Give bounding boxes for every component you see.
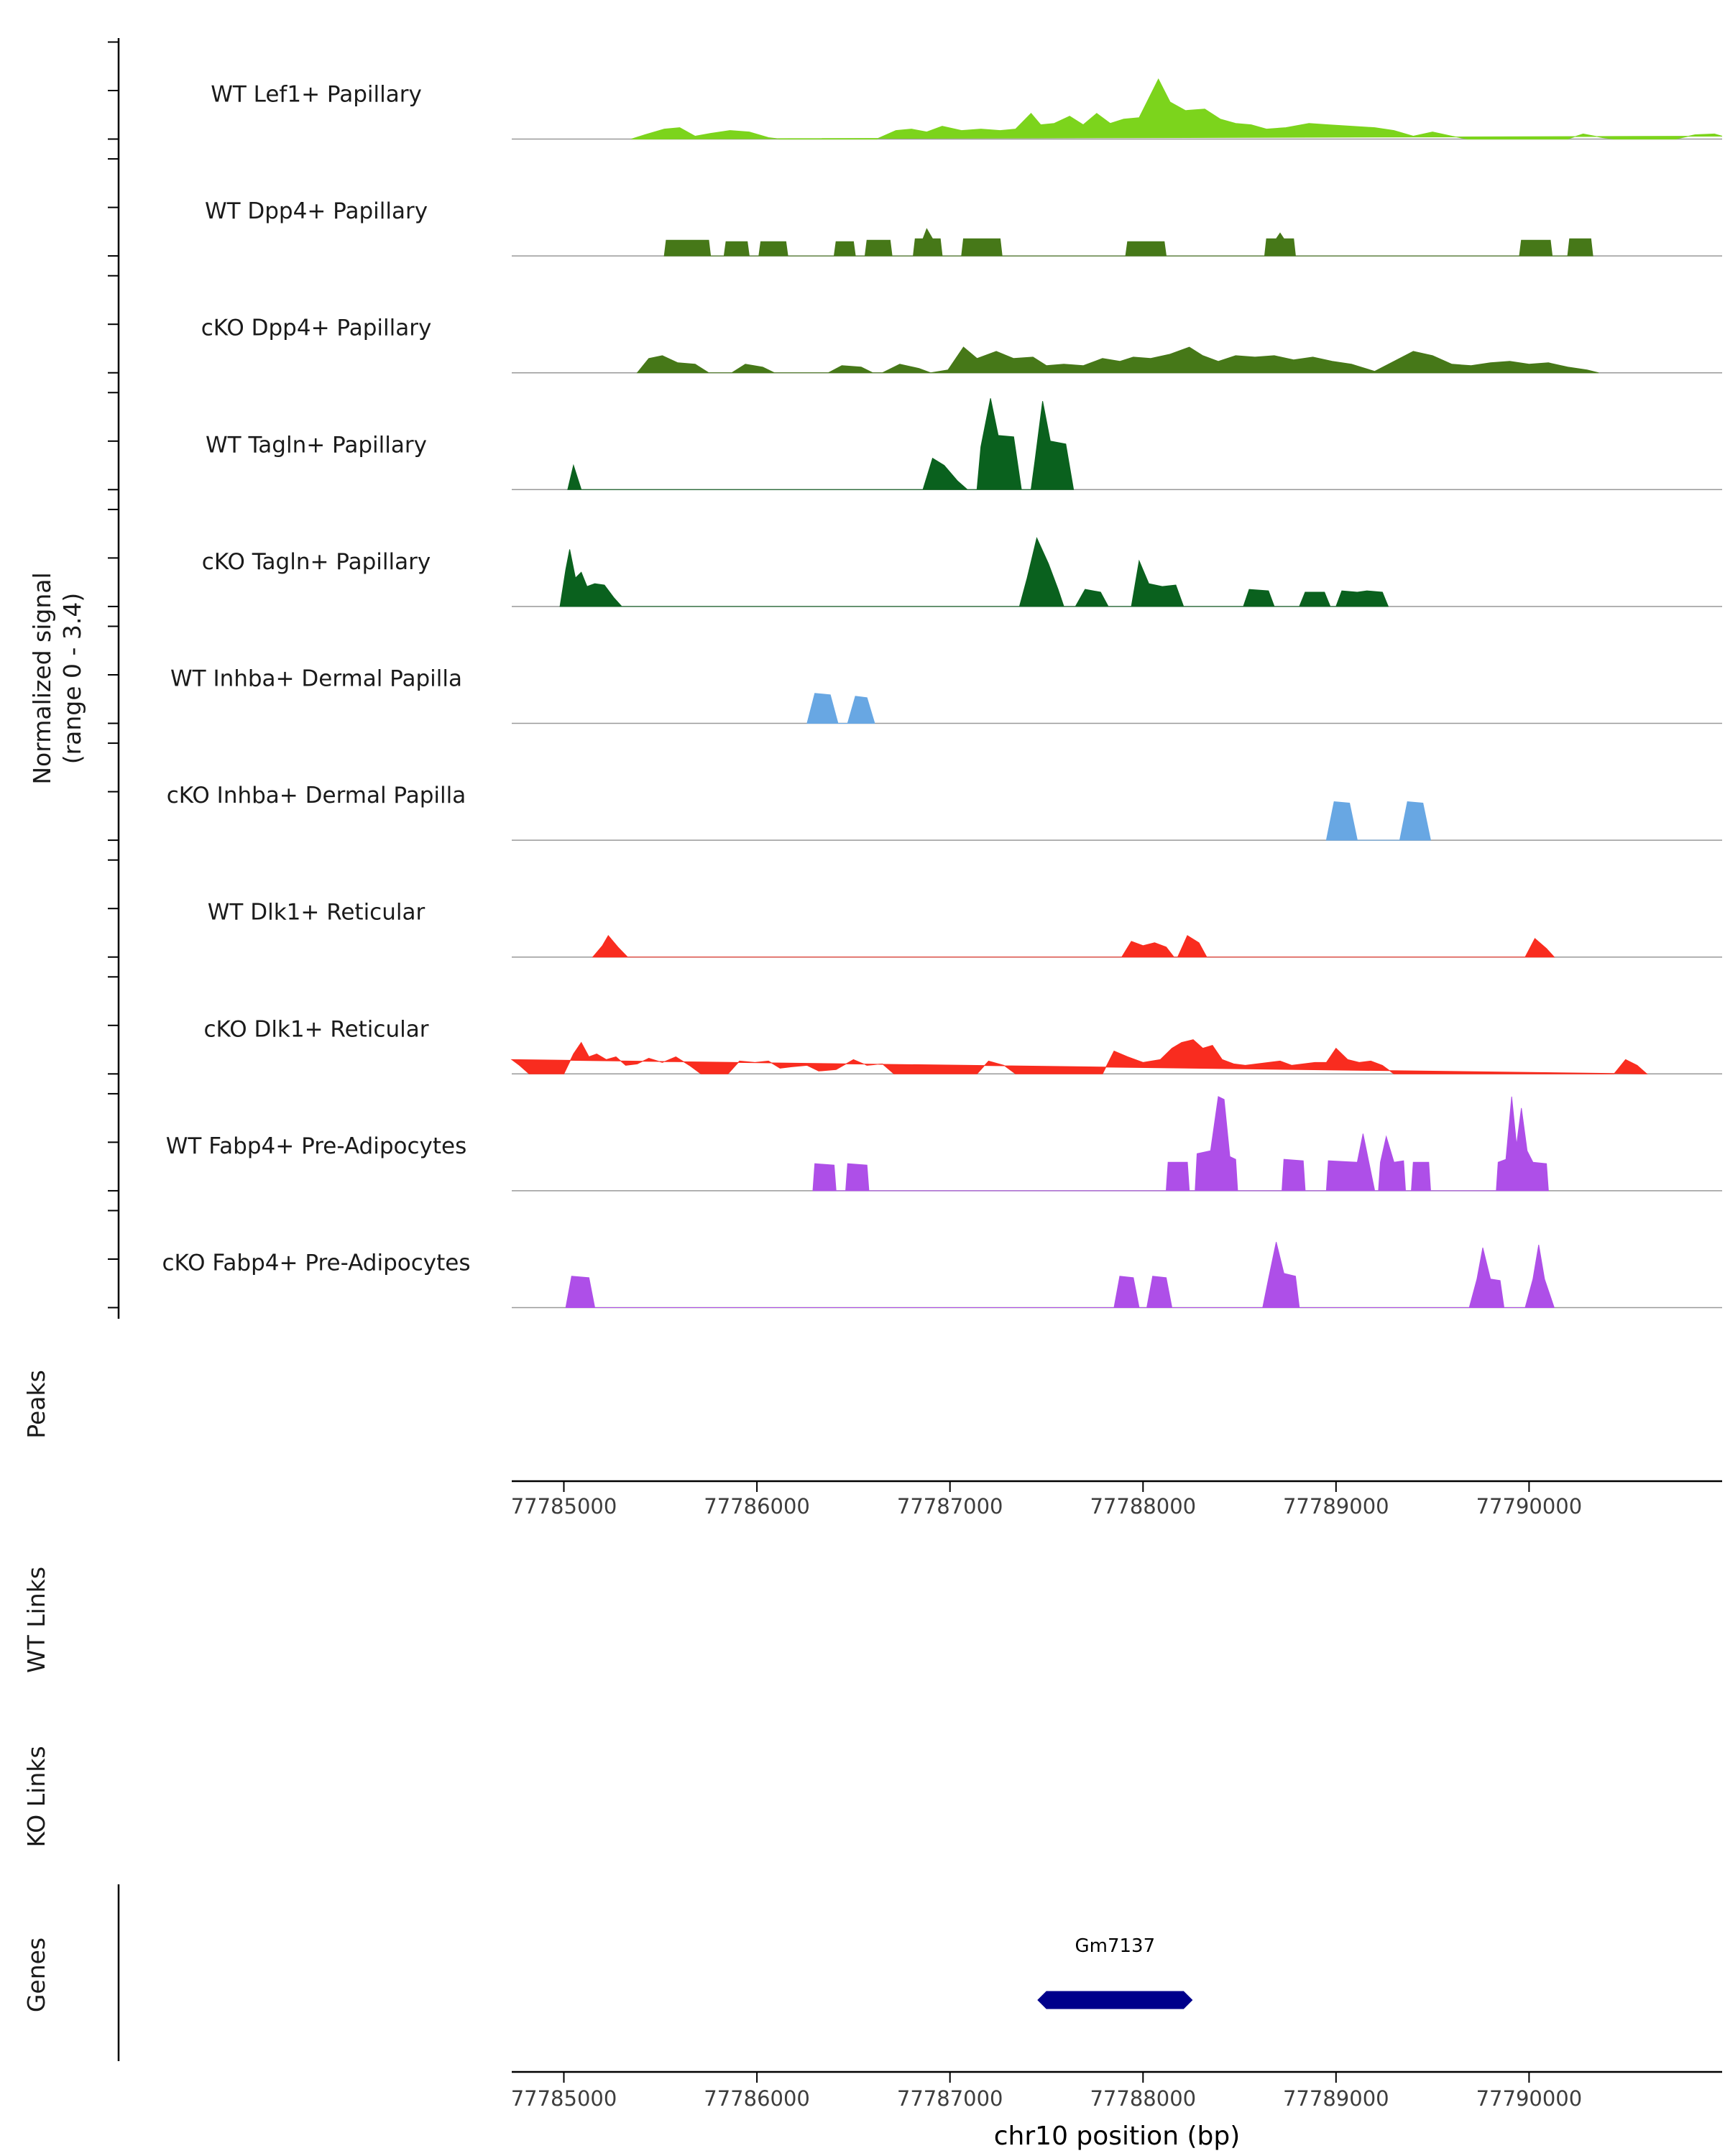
track-label: cKO Dpp4+ Papillary: [201, 315, 432, 341]
x-tick-label: 77787000: [897, 2086, 1003, 2111]
track-label: WT Inhba+ Dermal Papilla: [170, 666, 462, 692]
section-label-ko-links: KO Links: [22, 1746, 50, 1847]
x-tick-label: 77788000: [1090, 2086, 1196, 2111]
signal-area: [663, 228, 1593, 257]
track-label: WT Dpp4+ Papillary: [205, 198, 428, 224]
track-label: WT Lef1+ Papillary: [211, 82, 422, 108]
track-label: cKO Tagln+ Papillary: [202, 549, 431, 575]
section-label-wt-links: WT Links: [22, 1567, 50, 1673]
x-tick-label: 77786000: [704, 2086, 810, 2111]
signal-area: [567, 398, 1075, 490]
signal-area: [812, 1096, 1549, 1192]
x-tick-label: 77787000: [897, 1494, 1003, 1519]
x-axis-title: chr10 position (bp): [994, 2122, 1241, 2151]
gene-name-label: Gm7137: [1075, 1935, 1155, 1957]
track-label: cKO Fabp4+ Pre-Adipocytes: [162, 1250, 471, 1276]
track-label: WT Dlk1+ Reticular: [208, 900, 426, 926]
track-label: WT Fabp4+ Pre-Adipocytes: [166, 1133, 467, 1159]
x-tick-label: 77790000: [1476, 2086, 1583, 2111]
x-tick-label: 77788000: [1090, 1494, 1196, 1519]
x-tick-label: 77790000: [1476, 1494, 1583, 1519]
signal-area: [636, 346, 1599, 374]
section-label-genes: Genes: [22, 1938, 50, 2012]
x-tick-label: 77786000: [704, 1494, 810, 1519]
x-tick-label: 77789000: [1283, 2086, 1389, 2111]
signal-area: [565, 1242, 1555, 1308]
gene-body: [1037, 1991, 1193, 2009]
signal-tracks-layer: WT Lef1+ Papillary WT Dpp4+ Papillary cKO …: [162, 78, 1723, 1309]
track-label: cKO Inhba+ Dermal Papilla: [167, 783, 466, 808]
signal-area: [806, 693, 875, 724]
signal-area: [592, 935, 1555, 958]
track-label: WT Tagln+ Papillary: [206, 432, 427, 458]
section-label-peaks: Peaks: [22, 1370, 50, 1439]
signal-area: [631, 78, 1723, 139]
x-tick-label: 77785000: [511, 1494, 617, 1519]
axes-layer: 77785000 77786000 77787000 77788000 77789000…: [108, 38, 1722, 2111]
x-tick-label: 77785000: [511, 2086, 617, 2111]
y-axis-label-line2: (range 0 - 3.4): [58, 593, 86, 765]
track-label: cKO Dlk1+ Reticular: [204, 1016, 429, 1042]
signal-area: [1325, 801, 1432, 841]
y-axis-label-line1: Normalized signal: [28, 572, 56, 784]
x-tick-label: 77789000: [1283, 1494, 1389, 1519]
signal-area: [559, 537, 1389, 607]
signal-area: [510, 1039, 1648, 1074]
